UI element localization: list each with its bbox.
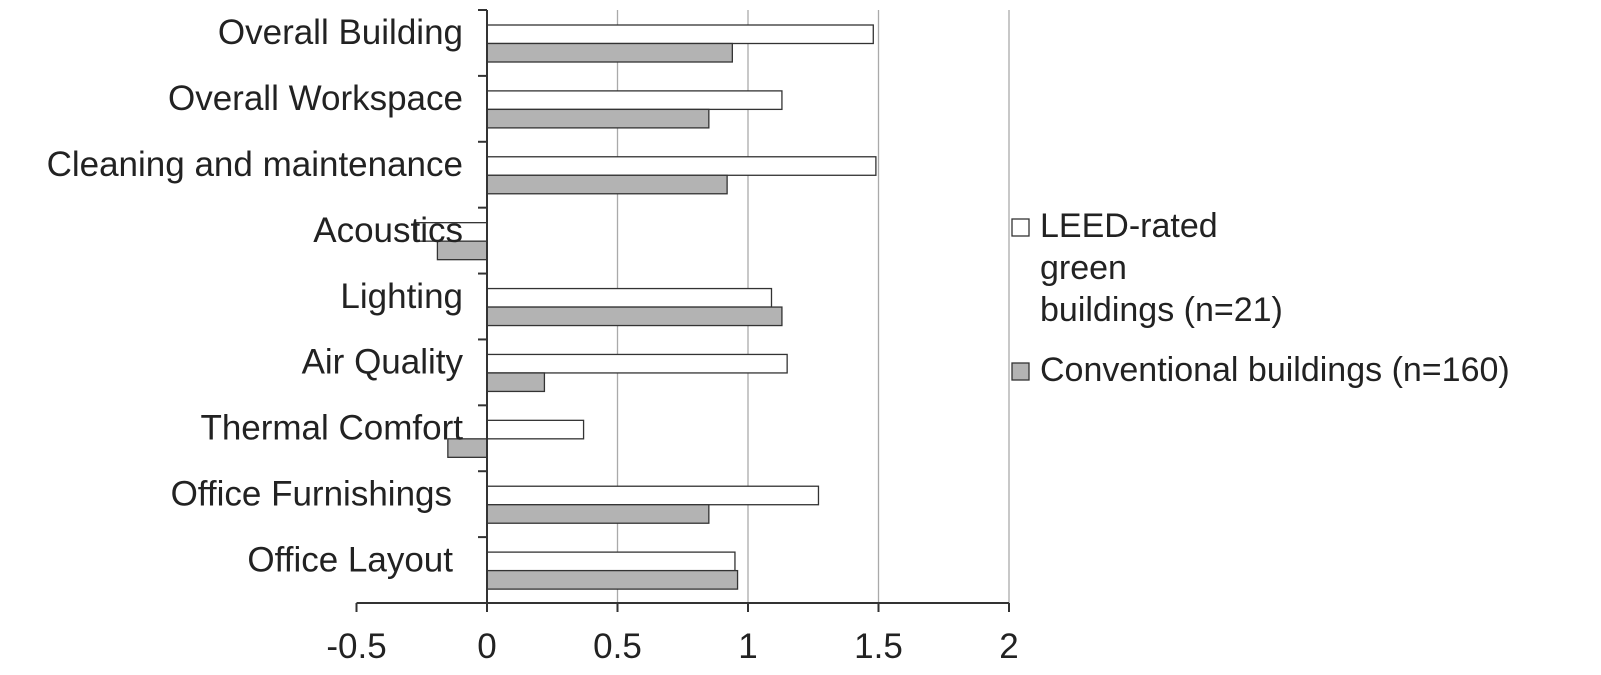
legend-label: Conventional buildings (n=160) (1040, 351, 1510, 389)
bar-leed (486, 485, 820, 506)
bar-leed (486, 287, 773, 308)
legend: LEED-rated green buildings (n=21) Conventio… (1011, 207, 1510, 389)
bar-conventional (486, 504, 710, 524)
x-tick-label: 0 (477, 627, 496, 666)
bar-leed (486, 156, 877, 176)
x-tick-label: 1 (738, 627, 757, 666)
legend-label: LEED-rated (1040, 207, 1218, 245)
legend-label: green (1040, 249, 1127, 287)
x-tick-labels: -0.5 0 0.5 1 1.5 2 (326, 627, 1018, 666)
bar-leed (486, 419, 585, 440)
x-tick-label: 1.5 (854, 627, 903, 666)
legend-swatch (1011, 362, 1030, 381)
legend-swatch (1011, 218, 1030, 237)
category-label: Lighting (340, 277, 463, 316)
bar-conventional (486, 372, 546, 393)
axes (355, 9, 1010, 612)
category-label: Air Quality (302, 343, 464, 382)
legend-label: buildings (n=21) (1040, 291, 1283, 329)
category-label: Office Furnishings (171, 474, 452, 513)
bar-conventional (486, 108, 710, 129)
category-label: Acoustics (313, 211, 463, 250)
category-label: Thermal Comfort (200, 409, 463, 448)
bar-leed (486, 551, 736, 572)
bar-conventional (486, 569, 739, 590)
category-label: Office Layout (247, 540, 453, 579)
bar-leed (486, 90, 783, 111)
x-tick-label: 0.5 (593, 627, 642, 666)
category-labels: Overall Building Overall Workspace Cleanin… (47, 13, 464, 579)
category-label: Overall Building (218, 13, 463, 52)
category-label: Overall Workspace (168, 79, 463, 118)
x-tick-label: -0.5 (326, 627, 386, 666)
bar-conventional (486, 174, 728, 195)
bar-conventional (486, 306, 783, 327)
category-label: Cleaning and maintenance (47, 145, 463, 184)
x-tick-label: 2 (999, 627, 1018, 666)
bars (415, 24, 877, 590)
bar-leed (486, 353, 788, 374)
bar-conventional (486, 42, 733, 63)
bar-leed (486, 24, 874, 45)
